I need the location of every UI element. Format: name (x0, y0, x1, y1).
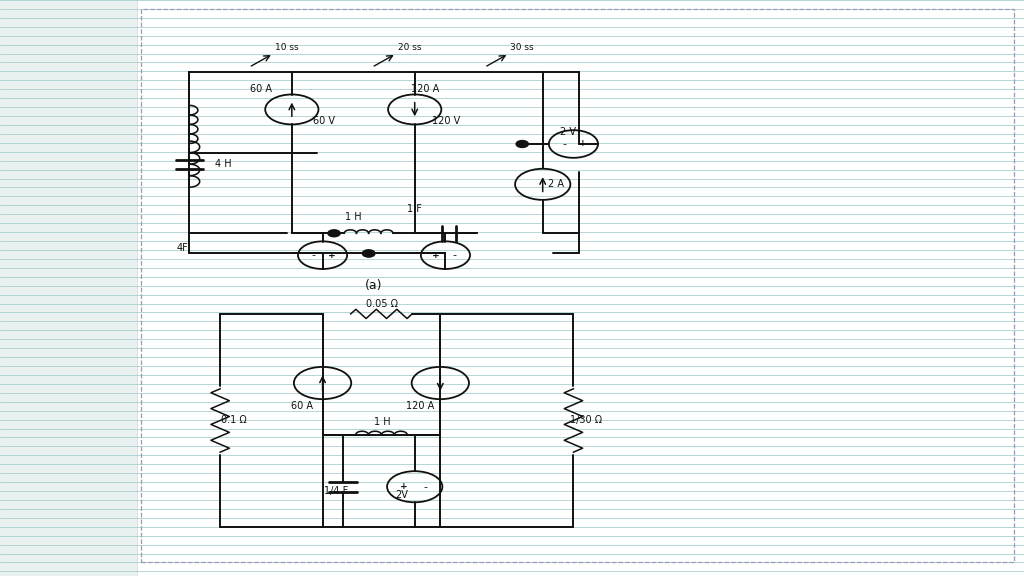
Text: 60 A: 60 A (250, 84, 272, 94)
Text: 1 F: 1 F (408, 203, 422, 214)
Circle shape (362, 250, 375, 257)
Text: 30 ss: 30 ss (510, 43, 535, 52)
Text: 60 V: 60 V (312, 116, 335, 126)
Text: 4 H: 4 H (215, 159, 231, 169)
Text: (a): (a) (365, 279, 383, 291)
Text: -: - (453, 250, 457, 260)
Text: +: + (400, 482, 408, 491)
Text: 2 V: 2 V (560, 127, 577, 138)
Text: 120 A: 120 A (411, 84, 439, 94)
Circle shape (516, 141, 528, 147)
Bar (141, 9, 1014, 562)
Text: 120 A: 120 A (406, 401, 434, 411)
Text: 1/30 Ω: 1/30 Ω (569, 415, 602, 426)
Text: 1 H: 1 H (345, 212, 361, 222)
Text: +: + (328, 251, 336, 260)
Text: 1/4 F: 1/4 F (324, 486, 348, 496)
Text: +: + (432, 251, 440, 260)
Text: 0.1 Ω: 0.1 Ω (220, 415, 247, 426)
Text: -: - (423, 482, 427, 492)
Text: -: - (562, 139, 566, 149)
Circle shape (328, 230, 340, 237)
Text: 1 H: 1 H (374, 416, 390, 427)
Text: 10 ss: 10 ss (274, 43, 299, 52)
Circle shape (362, 250, 375, 257)
Text: 4F: 4F (176, 242, 188, 253)
Text: 120 V: 120 V (432, 116, 461, 126)
Text: 0.05 Ω: 0.05 Ω (366, 299, 398, 309)
Text: 2 A: 2 A (548, 179, 564, 190)
Text: -: - (311, 250, 315, 260)
Text: +: + (579, 139, 587, 149)
Text: 2V: 2V (395, 490, 408, 501)
Text: 20 ss: 20 ss (398, 43, 421, 52)
Bar (138, 0, 1024, 576)
Text: 60 A: 60 A (291, 401, 313, 411)
